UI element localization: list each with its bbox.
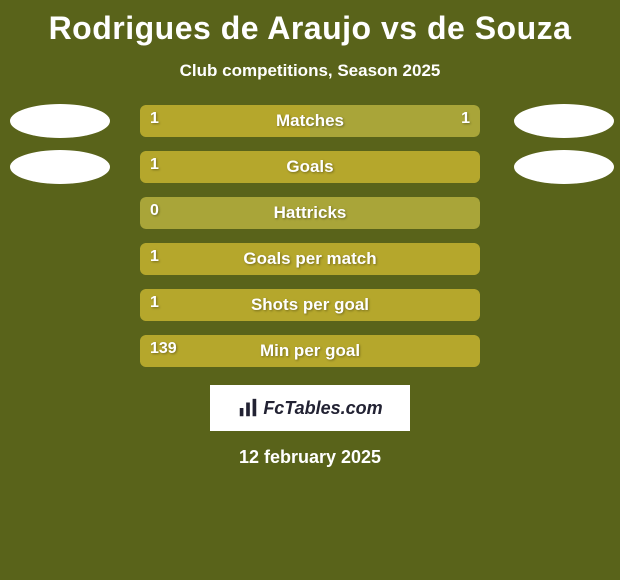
stat-bar: Matches — [140, 105, 480, 137]
stat-bar: Shots per goal — [140, 289, 480, 321]
stat-value-left: 0 — [140, 195, 169, 227]
stat-value-left: 1 — [140, 287, 169, 319]
player-left-oval — [10, 104, 110, 138]
stat-value-left: 1 — [140, 149, 169, 181]
stat-row: Matches1 1 — [0, 103, 620, 149]
brand-logo: FcTables.com — [210, 385, 410, 431]
stat-label: Shots per goal — [140, 289, 480, 321]
comparison-chart: Matches11Goals1Hattricks0Goals per match… — [0, 103, 620, 379]
player-right-oval — [514, 150, 614, 184]
stat-bar: Min per goal — [140, 335, 480, 367]
stat-bar: Goals — [140, 151, 480, 183]
page-title: Rodrigues de Araujo vs de Souza — [0, 0, 620, 47]
stat-label: Matches — [140, 105, 480, 137]
stat-row: Hattricks0 — [0, 195, 620, 241]
bar-chart-icon — [237, 397, 259, 419]
page-subtitle: Club competitions, Season 2025 — [0, 61, 620, 81]
stat-bar: Goals per match — [140, 243, 480, 275]
stat-row: Goals1 — [0, 149, 620, 195]
player-left-oval — [10, 150, 110, 184]
stat-row: Goals per match1 — [0, 241, 620, 287]
player-right-oval — [514, 104, 614, 138]
brand-logo-text: FcTables.com — [263, 398, 382, 419]
stat-label: Goals — [140, 151, 480, 183]
stat-row: Min per goal139 — [0, 333, 620, 379]
stat-label: Goals per match — [140, 243, 480, 275]
stat-value-left: 139 — [140, 333, 187, 365]
stat-row: Shots per goal1 — [0, 287, 620, 333]
stat-value-right: 1 — [451, 103, 480, 135]
snapshot-date: 12 february 2025 — [0, 447, 620, 468]
stat-bar: Hattricks — [140, 197, 480, 229]
stat-label: Min per goal — [140, 335, 480, 367]
stat-value-left: 1 — [140, 241, 169, 273]
stat-label: Hattricks — [140, 197, 480, 229]
stat-value-left: 1 — [140, 103, 169, 135]
